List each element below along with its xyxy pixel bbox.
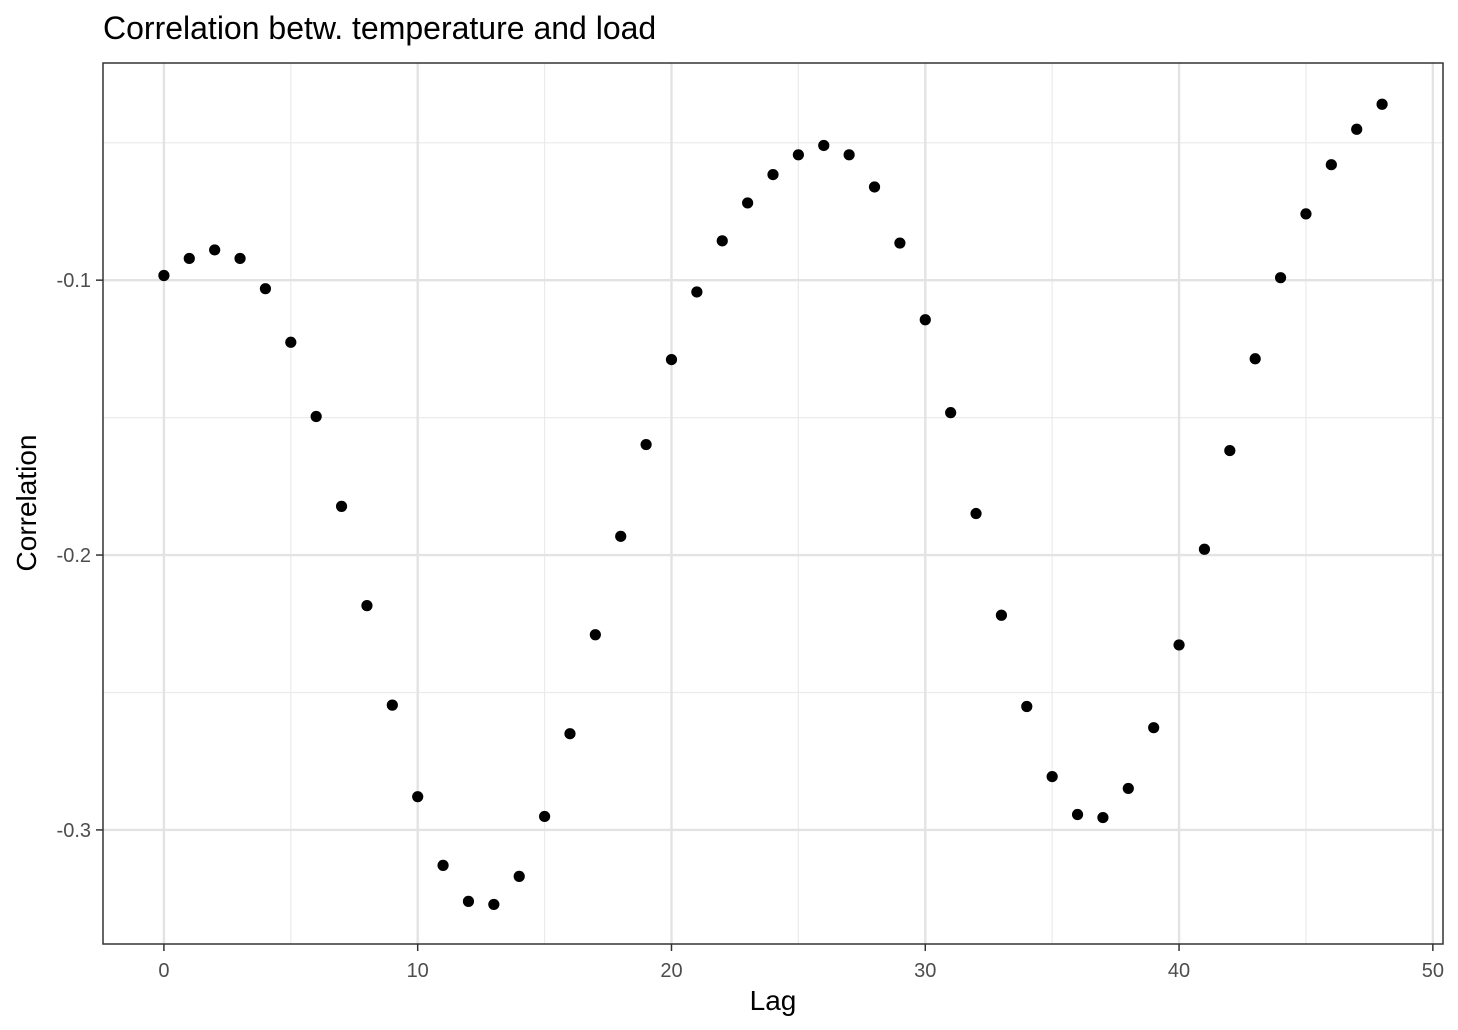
data-point: [589, 629, 601, 641]
data-point: [1173, 639, 1185, 651]
data-point: [665, 353, 678, 366]
data-point: [742, 197, 754, 209]
data-point: [1122, 782, 1134, 795]
data-point: [995, 609, 1008, 621]
data-point: [1198, 543, 1211, 555]
data-point: [1021, 700, 1033, 713]
data-point: [361, 600, 373, 612]
data-point: [1148, 722, 1160, 734]
data-points: [158, 98, 1388, 911]
data-point: [1325, 159, 1337, 171]
x-tick-label: 20: [660, 960, 682, 982]
data-point: [615, 530, 627, 542]
data-point: [564, 728, 576, 740]
data-point: [767, 169, 779, 181]
data-point: [1249, 353, 1261, 365]
data-point: [818, 139, 830, 152]
y-tick-label: -0.3: [57, 820, 91, 842]
data-point: [792, 149, 804, 161]
data-point: [513, 870, 525, 882]
data-point: [843, 149, 855, 161]
data-point: [894, 237, 906, 249]
data-point: [1071, 808, 1084, 821]
x-tick-label: 30: [914, 960, 936, 982]
data-point: [1376, 98, 1388, 110]
data-point: [335, 500, 348, 512]
data-point: [183, 252, 195, 265]
data-point: [386, 699, 398, 711]
data-point: [1274, 272, 1287, 284]
data-point: [1046, 770, 1058, 783]
data-point: [310, 410, 322, 423]
x-tick-label: 10: [407, 960, 429, 982]
data-point: [259, 283, 272, 295]
x-axis-title: Lag: [750, 985, 797, 1016]
data-point: [462, 895, 475, 907]
data-point: [1351, 123, 1363, 135]
data-point: [234, 252, 246, 265]
x-tick-label: 50: [1422, 960, 1444, 982]
x-tick-label: 0: [158, 960, 169, 982]
data-point: [437, 859, 449, 871]
y-axis-title: Correlation: [11, 435, 42, 572]
y-tick-label: -0.1: [57, 270, 91, 292]
data-point: [691, 286, 703, 298]
data-point: [538, 810, 551, 823]
data-point: [640, 438, 652, 451]
data-point: [1300, 208, 1312, 220]
data-point: [1224, 444, 1236, 457]
grid-lines: [103, 63, 1443, 944]
data-point: [919, 314, 931, 326]
data-point: [412, 791, 424, 803]
y-axis: -0.1 -0.2 -0.3: [57, 270, 103, 842]
x-axis: 0 10 20 30 40 50: [158, 944, 1444, 982]
data-point: [158, 269, 170, 282]
data-point: [868, 181, 881, 193]
data-point: [1097, 811, 1109, 824]
data-point: [716, 235, 728, 247]
y-tick-label: -0.2: [57, 545, 91, 567]
x-tick-label: 40: [1168, 960, 1190, 982]
chart-title: Correlation betw. temperature and load: [103, 10, 656, 46]
data-point: [209, 244, 221, 256]
data-point: [945, 407, 957, 419]
data-point: [285, 336, 297, 348]
plot-panel-border: [102, 62, 1444, 945]
data-point: [970, 507, 982, 520]
data-point: [488, 898, 500, 911]
